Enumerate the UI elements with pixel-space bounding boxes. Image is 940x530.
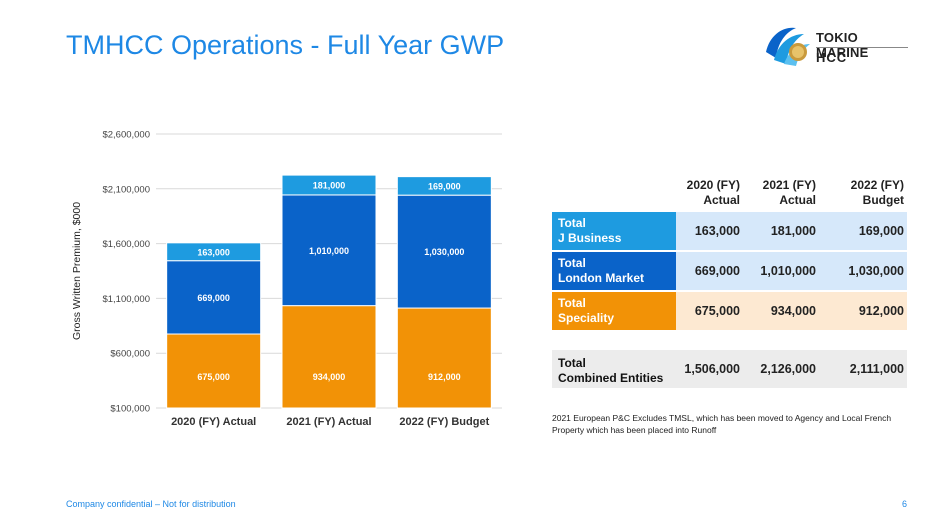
page-title: TMHCC Operations - Full Year GWP <box>66 30 505 60</box>
x-tick-label: 2022 (FY) Budget <box>399 416 489 428</box>
data-label: 912,000 <box>428 372 461 382</box>
data-label: 1,030,000 <box>424 247 464 257</box>
table-cell-value: 669,000 <box>694 264 740 278</box>
confidential-footer: Company confidential – Not for distribut… <box>66 499 236 509</box>
table-cell-value: 2,126,000 <box>760 362 816 376</box>
data-label: 1,010,000 <box>309 246 349 256</box>
y-axis-label: Gross Written Premium, $000 <box>71 202 83 340</box>
y-tick-label: $2,600,000 <box>102 130 150 141</box>
table-cell-value: 1,506,000 <box>684 362 740 376</box>
table-row-london-market: Total London Market 669,000 1,010,000 1,030,… <box>552 252 907 290</box>
bar-segment <box>396 176 492 196</box>
table-header-2022: 2022 (FY) Budget <box>850 178 904 207</box>
bar-segment <box>281 305 377 409</box>
table-cell-value: 1,030,000 <box>848 264 904 278</box>
table-cell-value: 2,111,000 <box>849 362 904 376</box>
data-label: 181,000 <box>313 181 346 191</box>
table-cell-value: 912,000 <box>858 304 904 318</box>
footnote: 2021 European P&C Excludes TMSL, which h… <box>552 413 892 435</box>
table-cell-value: 169,000 <box>858 224 904 238</box>
table-header: 2020 (FY) Actual 2021 (FY) Actual 2022 (FY… <box>552 178 907 212</box>
bar-segment <box>166 333 262 409</box>
bar-segment <box>281 174 377 196</box>
y-tick-label: $100,000 <box>110 404 150 415</box>
table-row-speciality: Total Speciality 675,000 934,000 912,000 <box>552 292 907 330</box>
page-number: 6 <box>902 499 908 509</box>
table-cell-value: 181,000 <box>770 224 816 238</box>
y-tick-label: $600,000 <box>110 349 150 360</box>
table-row-total: Total Combined Entities 1,506,000 2,126,000… <box>552 350 907 388</box>
table-cell-value: 163,000 <box>694 224 740 238</box>
table-header-2021: 2021 (FY) Actual <box>762 178 816 207</box>
x-tick-label: 2020 (FY) Actual <box>171 416 256 428</box>
table-cell-value: 934,000 <box>770 304 816 318</box>
gwp-table: 2020 (FY) Actual 2021 (FY) Actual 2022 (FY… <box>552 178 907 388</box>
company-logo: TOKIO MARINE HCC <box>760 22 910 68</box>
table-row-label: Total Speciality <box>552 292 676 330</box>
bar-segment <box>396 307 492 409</box>
logo-divider <box>816 47 908 48</box>
y-tick-label: $2,100,000 <box>102 184 150 195</box>
y-tick-label: $1,100,000 <box>102 294 150 305</box>
bar-segment <box>166 242 262 262</box>
bar-segment <box>166 260 262 335</box>
logo-text-secondary: HCC <box>816 50 848 65</box>
logo-emblem-icon <box>766 27 810 66</box>
data-label: 163,000 <box>197 247 230 257</box>
data-label: 169,000 <box>428 181 461 191</box>
logo-text-primary: TOKIO MARINE <box>816 30 869 60</box>
table-row-label: Total London Market <box>552 252 676 290</box>
bar-segment <box>396 194 492 309</box>
table-cell-value: 675,000 <box>694 304 740 318</box>
data-label: 675,000 <box>197 372 230 382</box>
data-label: 669,000 <box>197 293 230 303</box>
gwp-stacked-bar-chart: $100,000 $600,000 $1,100,000 $1,600,000 $2,1… <box>71 130 502 428</box>
x-tick-label: 2021 (FY) Actual <box>286 416 371 428</box>
table-cell-value: 1,010,000 <box>760 264 816 278</box>
data-label: 934,000 <box>313 372 346 382</box>
table-row-label: Total J Business <box>552 212 676 250</box>
y-tick-label: $1,600,000 <box>102 239 150 250</box>
table-row-label: Total Combined Entities <box>552 350 676 388</box>
table-row-j-business: Total J Business 163,000 181,000 169,000 <box>552 212 907 250</box>
table-header-2020: 2020 (FY) Actual <box>686 178 740 207</box>
bar-segment <box>281 194 377 307</box>
